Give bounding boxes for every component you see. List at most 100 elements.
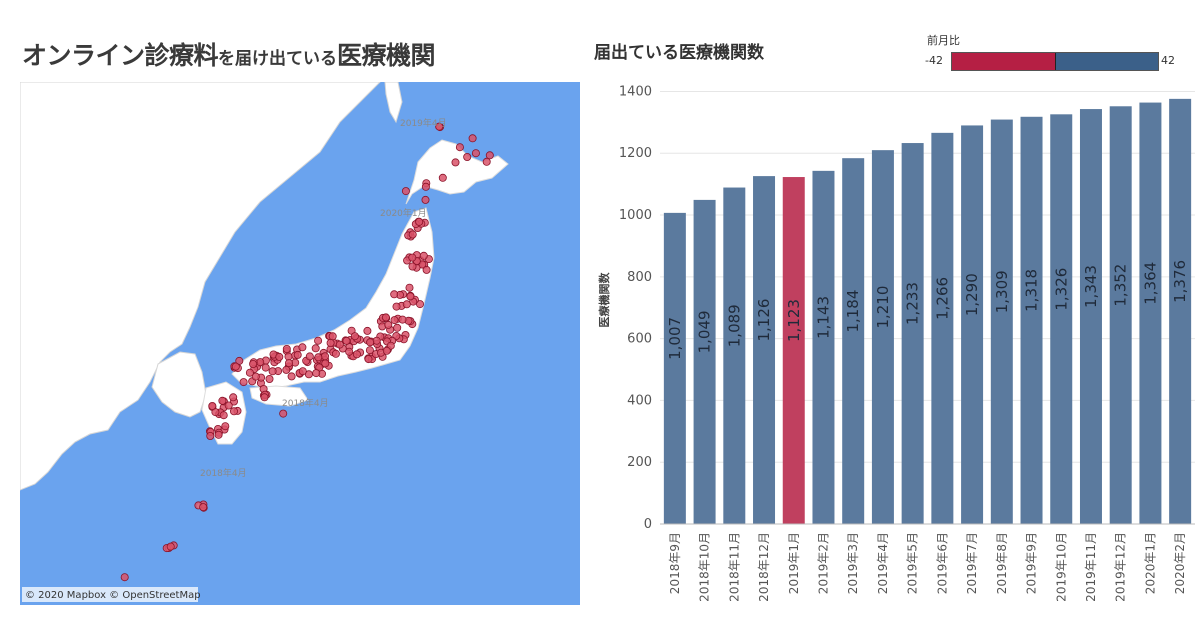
clinic-marker[interactable] <box>320 352 329 361</box>
clinic-marker[interactable] <box>219 411 228 420</box>
bar[interactable] <box>1139 102 1162 524</box>
bar[interactable] <box>1020 116 1043 524</box>
clinic-marker[interactable] <box>229 407 238 416</box>
clinic-marker[interactable] <box>342 336 351 345</box>
clinic-marker[interactable] <box>249 359 258 368</box>
clinic-marker[interactable] <box>384 320 393 329</box>
clinic-marker[interactable] <box>406 292 415 301</box>
clinic-marker[interactable] <box>485 151 494 160</box>
clinic-marker[interactable] <box>251 372 260 381</box>
map-attribution[interactable]: © 2020 Mapbox © OpenStreetMap <box>25 590 201 601</box>
clinic-marker[interactable] <box>275 352 284 361</box>
clinic-marker[interactable] <box>363 326 372 335</box>
clinic-marker[interactable] <box>328 332 337 341</box>
clinic-marker[interactable] <box>284 359 293 368</box>
bar[interactable] <box>693 199 716 524</box>
clinic-marker[interactable] <box>284 352 293 361</box>
clinic-marker[interactable] <box>206 431 215 440</box>
clinic-marker[interactable] <box>401 187 410 196</box>
clinic-marker[interactable] <box>482 157 491 166</box>
clinic-marker[interactable] <box>261 363 270 372</box>
clinic-marker[interactable] <box>468 134 477 143</box>
clinic-marker[interactable] <box>208 401 217 410</box>
clinic-marker[interactable] <box>421 195 430 204</box>
clinic-marker[interactable] <box>120 573 129 582</box>
clinic-marker[interactable] <box>398 315 407 324</box>
clinic-marker[interactable] <box>392 302 401 311</box>
clinic-marker[interactable] <box>245 368 254 377</box>
clinic-marker[interactable] <box>451 158 460 167</box>
clinic-marker[interactable] <box>382 346 391 355</box>
bar[interactable] <box>1109 106 1132 524</box>
clinic-marker[interactable] <box>199 503 208 512</box>
bar[interactable] <box>1079 109 1102 524</box>
bar[interactable] <box>1050 114 1073 525</box>
clinic-marker[interactable] <box>419 251 428 260</box>
clinic-marker[interactable] <box>438 173 447 182</box>
clinic-marker[interactable] <box>312 369 321 378</box>
clinic-marker[interactable] <box>366 338 375 347</box>
bar[interactable] <box>812 170 835 524</box>
bar[interactable] <box>842 158 865 525</box>
clinic-marker[interactable] <box>381 313 390 322</box>
clinic-marker[interactable] <box>305 352 314 361</box>
japan-map[interactable]: 2019年4月 2020年1月 2018年4月 2018年4月 © 2020 M… <box>20 82 580 605</box>
map-canvas[interactable]: 2019年4月 2020年1月 2018年4月 2018年4月 © 2020 M… <box>20 82 580 605</box>
clinic-marker[interactable] <box>298 343 307 352</box>
clinic-marker[interactable] <box>350 332 359 341</box>
clinic-marker[interactable] <box>279 409 288 418</box>
clinic-marker[interactable] <box>364 355 373 364</box>
clinic-marker[interactable] <box>402 300 411 309</box>
clinic-marker[interactable] <box>260 393 269 402</box>
clinic-marker[interactable] <box>314 353 323 362</box>
clinic-marker[interactable] <box>352 350 361 359</box>
clinic-marker[interactable] <box>331 349 340 358</box>
clinic-marker[interactable] <box>282 365 291 374</box>
clinic-marker[interactable] <box>415 217 424 226</box>
clinic-marker[interactable] <box>393 323 402 332</box>
clinic-marker[interactable] <box>372 336 381 345</box>
clinic-marker[interactable] <box>345 347 354 356</box>
bar[interactable] <box>723 187 746 524</box>
clinic-marker[interactable] <box>415 300 424 309</box>
clinic-marker[interactable] <box>326 338 335 347</box>
clinic-marker[interactable] <box>239 378 248 387</box>
clinic-marker[interactable] <box>214 430 223 439</box>
clinic-marker[interactable] <box>390 290 399 299</box>
bar-chart[interactable]: 0 200 400 600 800 1000 1200 1400 医療機関数 1,007 2018年… <box>590 76 1200 630</box>
bar[interactable] <box>753 176 776 524</box>
clinic-marker[interactable] <box>321 359 330 368</box>
clinic-marker[interactable] <box>314 336 323 345</box>
clinic-marker[interactable] <box>287 372 296 381</box>
bar[interactable] <box>990 119 1013 524</box>
clinic-marker[interactable] <box>265 374 274 383</box>
clinic-marker[interactable] <box>421 182 430 191</box>
bar[interactable] <box>1169 98 1192 524</box>
clinic-marker[interactable] <box>231 362 240 371</box>
bar[interactable] <box>931 132 954 524</box>
clinic-marker[interactable] <box>390 316 399 325</box>
clinic-marker[interactable] <box>298 367 307 376</box>
clinic-marker[interactable] <box>218 396 227 405</box>
bar[interactable] <box>961 125 984 524</box>
clinic-marker[interactable] <box>405 283 414 292</box>
clinic-marker[interactable] <box>463 153 472 162</box>
clinic-marker[interactable] <box>224 401 233 410</box>
clinic-marker[interactable] <box>293 350 302 359</box>
clinic-marker[interactable] <box>221 422 230 431</box>
clinic-marker[interactable] <box>455 143 464 152</box>
clinic-marker[interactable] <box>335 340 344 349</box>
clinic-marker[interactable] <box>435 122 444 131</box>
bar[interactable] <box>663 212 686 525</box>
clinic-marker[interactable] <box>422 265 431 274</box>
clinic-marker[interactable] <box>471 149 480 158</box>
bar[interactable] <box>901 143 924 524</box>
clinic-marker[interactable] <box>365 346 374 355</box>
bar[interactable] <box>782 177 805 524</box>
clinic-marker[interactable] <box>311 344 320 353</box>
clinic-marker[interactable] <box>166 542 175 551</box>
bar[interactable] <box>871 150 894 524</box>
clinic-marker[interactable] <box>408 253 417 262</box>
clinic-marker[interactable] <box>282 344 291 353</box>
clinic-marker[interactable] <box>268 367 277 376</box>
